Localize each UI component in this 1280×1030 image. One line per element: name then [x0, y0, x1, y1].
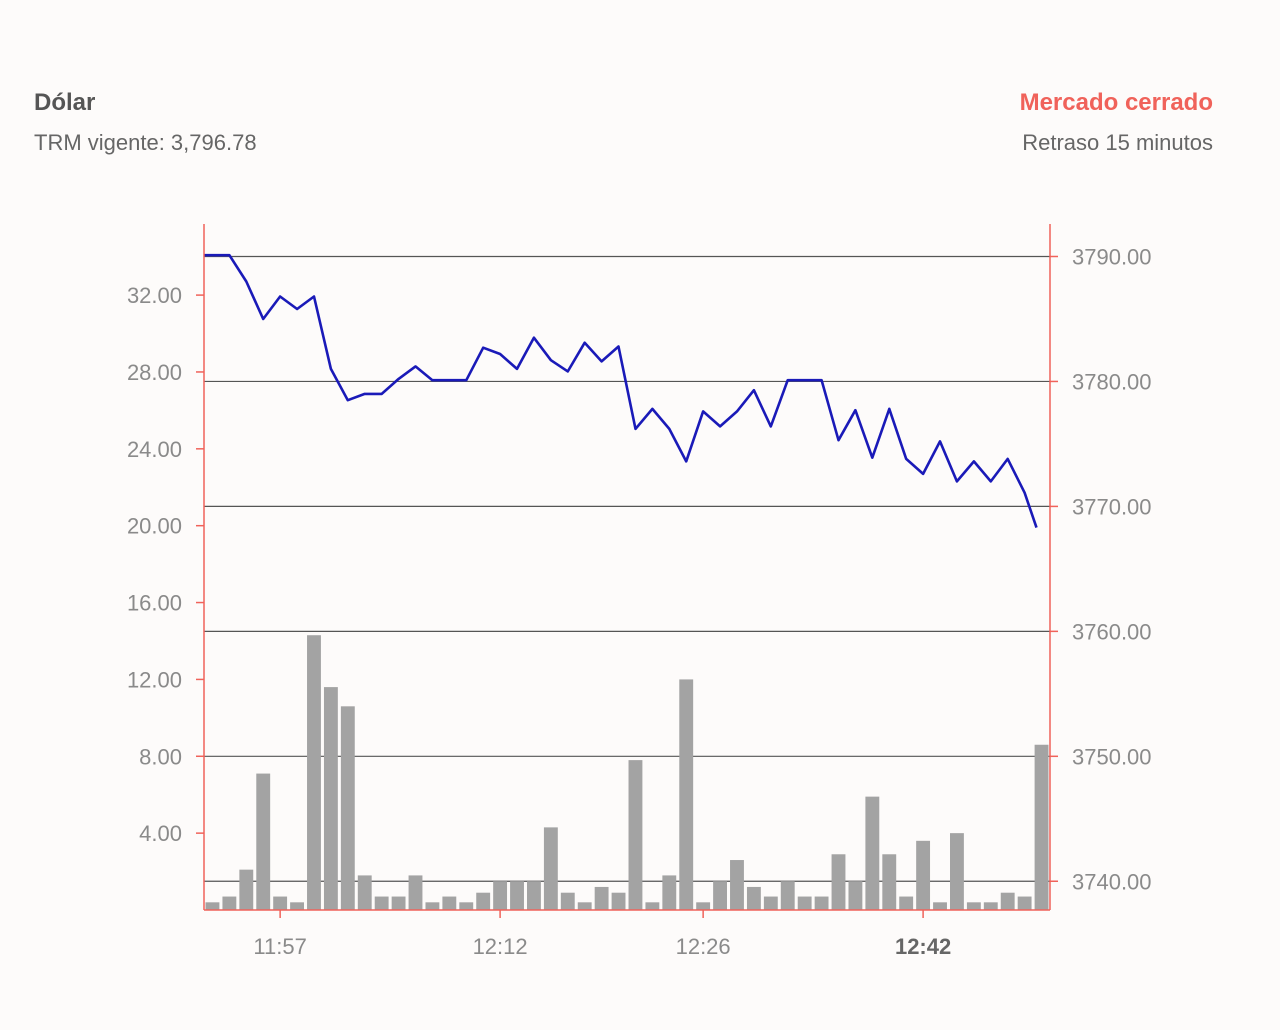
volume-bar [679, 679, 694, 910]
volume-bar [340, 706, 355, 910]
volume-bar [696, 902, 711, 910]
trm-label: TRM vigente: 3,796.78 [34, 130, 257, 155]
currency-title: Dólar [34, 89, 96, 116]
volume-bar [916, 840, 931, 910]
volume-bar [222, 896, 237, 910]
volume-bar [307, 635, 321, 910]
volume-bar [730, 860, 744, 910]
right-tick-label: 3790.00 [1072, 244, 1152, 269]
left-tick-label: 28.00 [127, 360, 182, 385]
left-tick-label: 24.00 [127, 437, 182, 462]
left-tick-label: 8.00 [139, 744, 182, 769]
right-tick-label: 3760.00 [1072, 619, 1152, 644]
volume-bar [865, 796, 880, 910]
volume-bar [746, 886, 761, 910]
volume-bar [408, 875, 423, 910]
volume-bar [780, 881, 795, 910]
volume-bar [391, 896, 406, 910]
volume-bar [577, 902, 592, 910]
volume-bar [239, 869, 254, 910]
volume-bar [814, 896, 829, 910]
volume-bar [374, 896, 389, 910]
volume-bar [425, 902, 440, 910]
volume-bar [1000, 892, 1015, 910]
left-tick-label: 20.00 [127, 514, 182, 539]
volume-bar [628, 760, 643, 910]
volume-bar [645, 902, 660, 910]
volume-bar [323, 687, 338, 910]
volume-bar [797, 896, 812, 910]
volume-bar [611, 892, 626, 910]
volume-bar [493, 881, 508, 910]
right-tick-label: 3770.00 [1072, 494, 1152, 519]
volume-bar [848, 881, 863, 910]
volume-bar [510, 881, 524, 910]
volume-bar [560, 892, 575, 910]
volume-bar [713, 881, 727, 910]
x-tick-label: 12:12 [473, 934, 528, 959]
left-tick-label: 12.00 [127, 667, 182, 692]
volume-bar [1017, 896, 1032, 910]
right-tick-label: 3780.00 [1072, 369, 1152, 394]
volume-bar [357, 875, 372, 910]
delay-note: Retraso 15 minutos [1022, 130, 1213, 155]
volume-bar [290, 902, 304, 910]
volume-bar [205, 902, 220, 910]
left-tick-label: 4.00 [139, 821, 182, 846]
volume-bar [983, 902, 998, 910]
left-tick-label: 32.00 [127, 283, 182, 308]
market-status: Mercado cerrado [1019, 89, 1213, 116]
axes [196, 224, 1058, 918]
volume-bar [882, 854, 897, 910]
volume-bar [763, 896, 778, 910]
volume-bar [476, 892, 491, 910]
volume-bar [256, 773, 271, 910]
volume-bar [442, 896, 457, 910]
x-tick-label: 12:26 [676, 934, 731, 959]
tick-labels: 4.00 8.00 12.00 16.00 20.00 24.00 28.00 32.00 37… [127, 244, 1152, 959]
volume-bars [205, 635, 1049, 910]
price-series-line [204, 253, 1038, 529]
volume-bar [966, 902, 981, 910]
volume-bar [662, 875, 677, 910]
volume-bar [459, 902, 474, 910]
volume-bar [950, 833, 964, 910]
left-tick-label: 16.00 [127, 591, 182, 616]
volume-bar [273, 896, 288, 910]
volume-bar [527, 881, 541, 910]
volume-bar [1034, 744, 1049, 910]
x-tick-label: 12:42 [895, 934, 951, 959]
right-tick-label: 3740.00 [1072, 869, 1152, 894]
price-line [204, 253, 1038, 529]
volume-bar [594, 886, 609, 910]
volume-bar [933, 902, 947, 910]
right-tick-label: 3750.00 [1072, 744, 1152, 769]
volume-bar [831, 854, 846, 910]
x-tick-label: 11:57 [253, 934, 306, 959]
volume-bar [543, 827, 558, 910]
volume-bar [899, 896, 914, 910]
